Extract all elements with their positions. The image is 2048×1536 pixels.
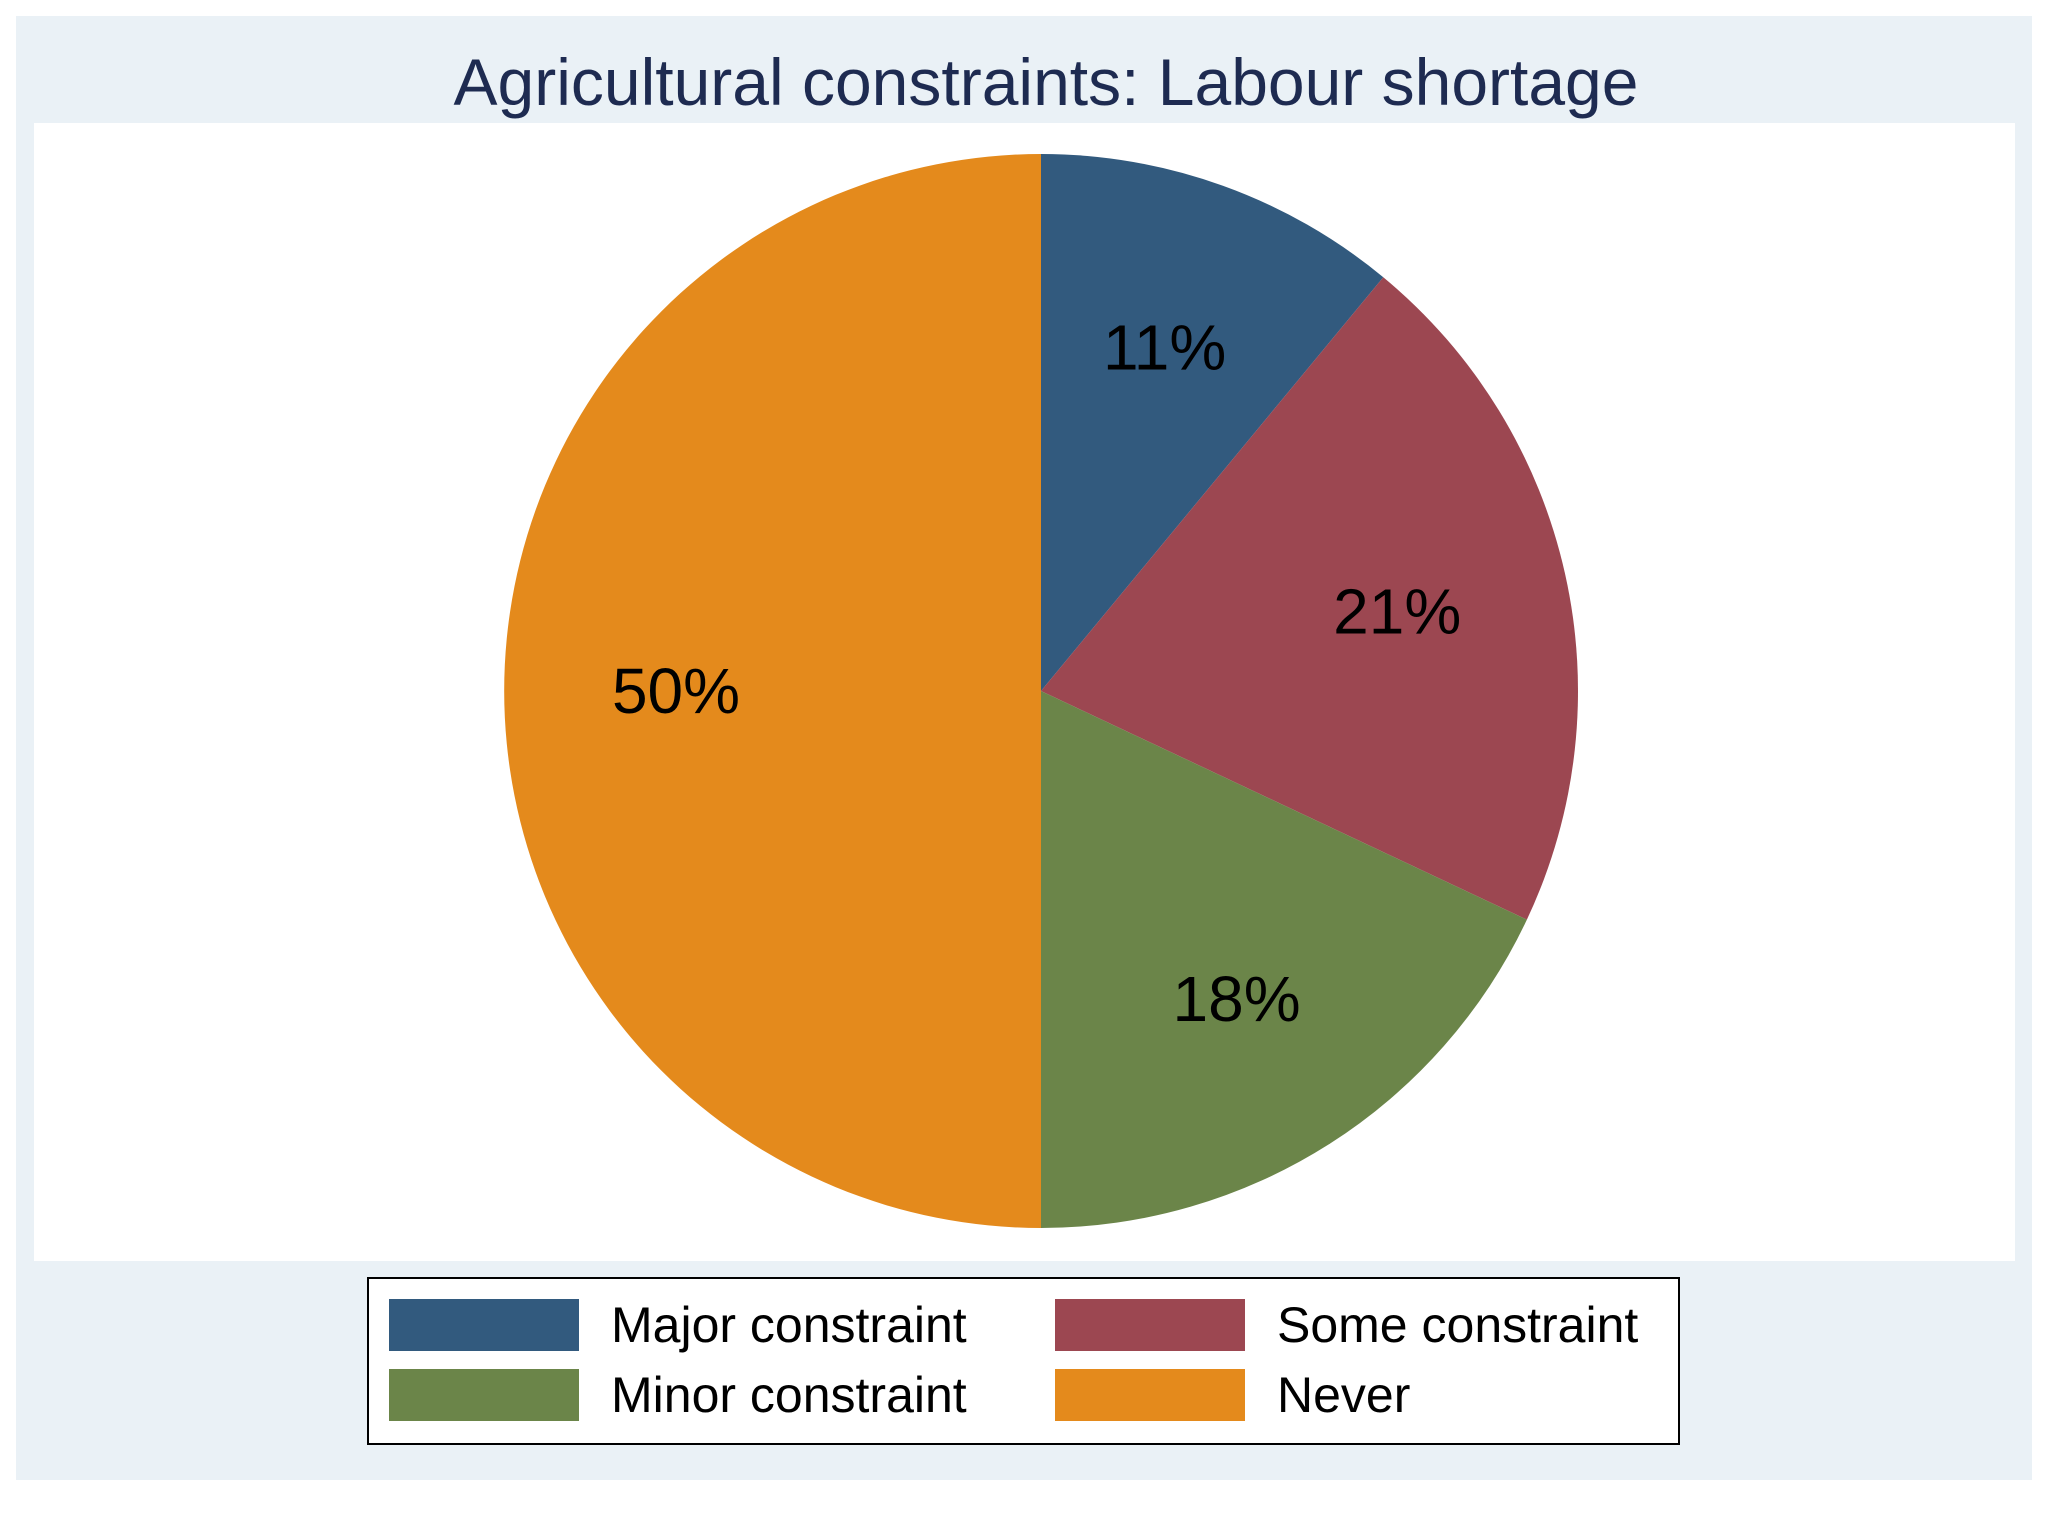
pie-slice-never — [504, 154, 1041, 1228]
legend-swatch-minor-constraint — [389, 1369, 579, 1421]
legend-swatch-major-constraint — [389, 1299, 579, 1351]
legend-label-minor-constraint: Minor constraint — [611, 1367, 967, 1423]
pie-slice-labels: 11% 21% 18% 50% — [612, 312, 1461, 1036]
pie-slice-label-some-constraint: 21% — [1333, 575, 1461, 647]
chart-frame: Agricultural constraints: Labour shortag… — [16, 16, 2032, 1480]
pie-chart: 11% 21% 18% 50% — [504, 154, 1578, 1228]
pie-slice-label-never: 50% — [612, 655, 740, 727]
legend: Major constraint Some constraint Minor c… — [367, 1277, 1680, 1445]
pie-slices — [504, 154, 1578, 1228]
pie-slice-label-major-constraint: 11% — [1103, 312, 1226, 384]
chart-title: Agricultural constraints: Labour shortag… — [453, 45, 1639, 119]
pie-slice-some-constraint — [1041, 277, 1578, 920]
pie-slice-label-minor-constraint: 18% — [1173, 963, 1301, 1035]
legend-label-major-constraint: Major constraint — [611, 1297, 967, 1353]
legend-label-some-constraint: Some constraint — [1277, 1297, 1639, 1353]
legend-label-never: Never — [1277, 1367, 1411, 1423]
plot-area: 11% 21% 18% 50% — [34, 123, 2015, 1261]
legend-swatch-never — [1055, 1369, 1245, 1421]
pie-slice-major-constraint — [1041, 154, 1384, 691]
pie-slice-minor-constraint — [1041, 691, 1527, 1228]
legend-swatch-some-constraint — [1055, 1299, 1245, 1351]
